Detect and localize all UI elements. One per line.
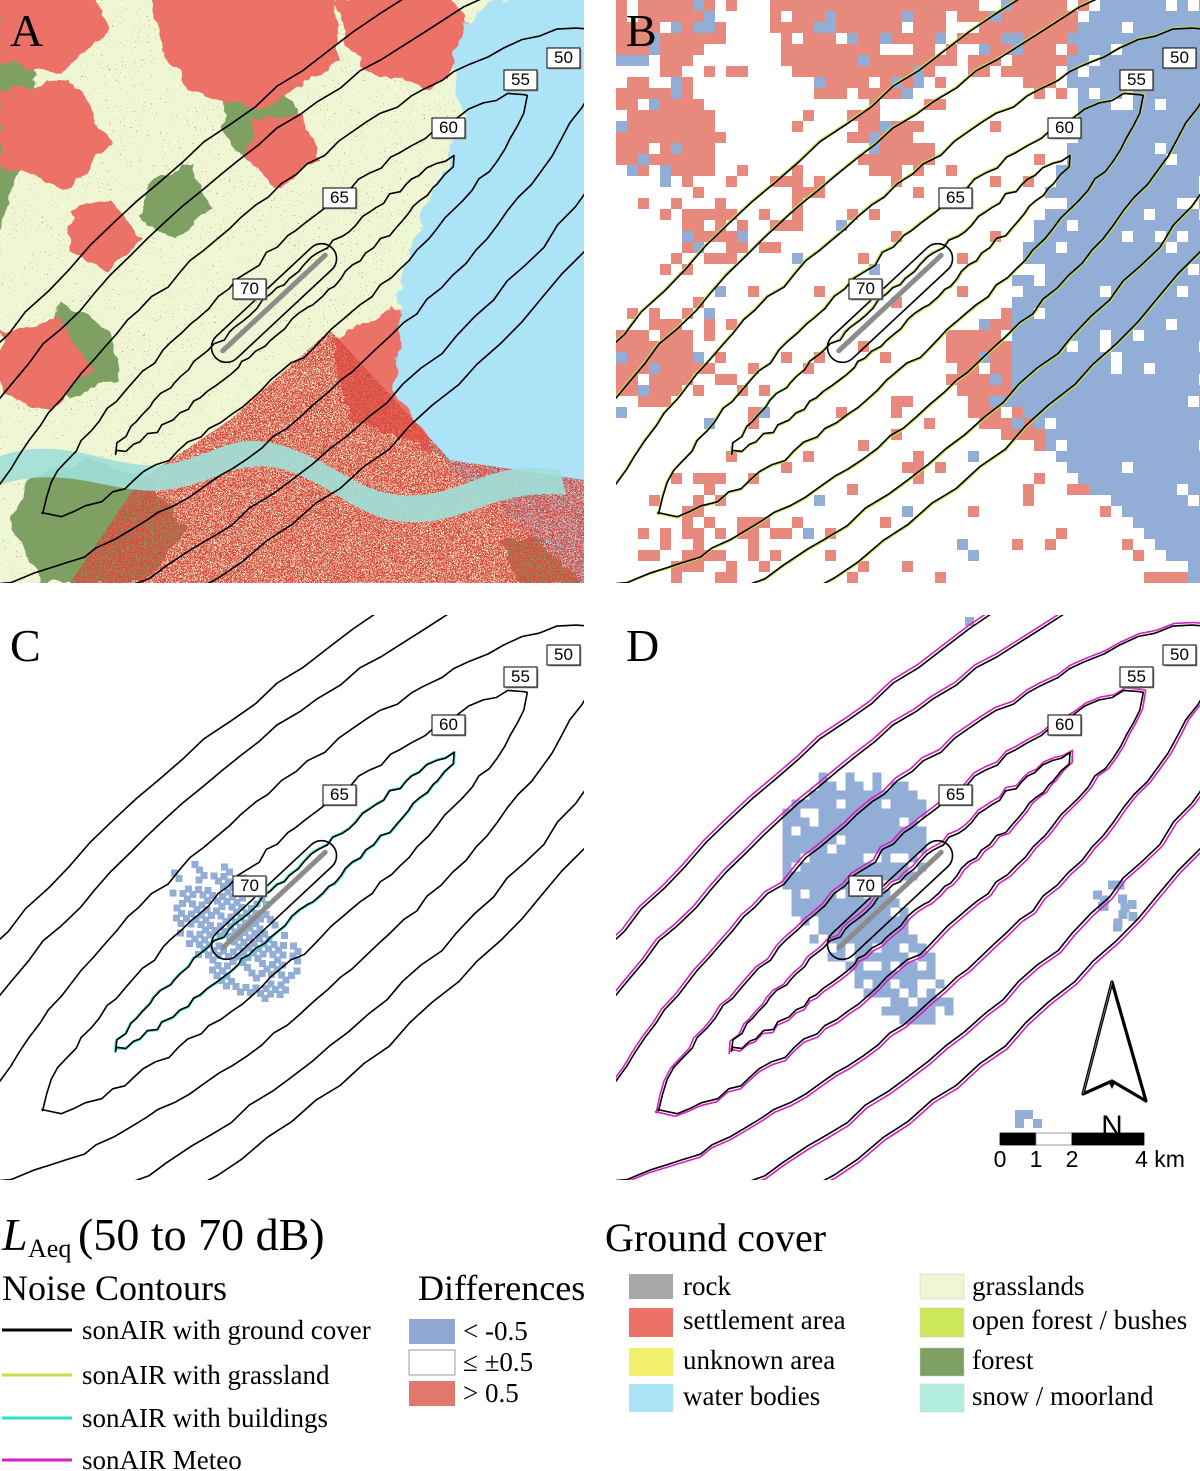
svg-text:60: 60	[439, 715, 458, 734]
svg-text:settlement area: settlement area	[683, 1305, 846, 1335]
svg-text:sonAIR with ground cover: sonAIR with ground cover	[82, 1315, 371, 1345]
svg-text:sonAIR with grassland: sonAIR with grassland	[82, 1360, 330, 1390]
svg-text:0: 0	[994, 1146, 1007, 1172]
svg-text:< -0.5: < -0.5	[463, 1316, 528, 1346]
svg-text:> 0.5: > 0.5	[463, 1378, 519, 1408]
svg-text:4 km: 4 km	[1135, 1146, 1185, 1172]
svg-text:Noise Contours: Noise Contours	[2, 1268, 227, 1308]
svg-text:unknown area: unknown area	[683, 1345, 835, 1375]
svg-text:grasslands: grasslands	[972, 1271, 1084, 1301]
svg-text:2: 2	[1066, 1146, 1079, 1172]
svg-text:Ground cover: Ground cover	[605, 1215, 826, 1260]
svg-text:70: 70	[856, 279, 875, 298]
svg-text:60: 60	[1055, 715, 1074, 734]
svg-text:65: 65	[946, 188, 965, 207]
svg-text:B: B	[626, 5, 657, 56]
svg-text:55: 55	[511, 667, 530, 686]
svg-text:70: 70	[856, 876, 875, 895]
svg-text:50: 50	[554, 645, 573, 664]
svg-text:Aeq: Aeq	[28, 1234, 71, 1263]
svg-text:snow / moorland: snow / moorland	[972, 1381, 1154, 1411]
svg-text:(50 to 70 dB): (50 to 70 dB)	[78, 1209, 325, 1260]
svg-text:60: 60	[439, 118, 458, 137]
svg-text:1: 1	[1030, 1146, 1043, 1172]
svg-text:65: 65	[330, 785, 349, 804]
svg-text:55: 55	[1127, 667, 1146, 686]
svg-text:65: 65	[330, 188, 349, 207]
svg-text:60: 60	[1055, 118, 1074, 137]
svg-text:55: 55	[1127, 70, 1146, 89]
svg-text:A: A	[10, 5, 43, 56]
svg-text:rock: rock	[683, 1271, 731, 1301]
svg-text:water bodies: water bodies	[683, 1381, 820, 1411]
svg-text:Differences: Differences	[418, 1268, 585, 1308]
svg-text:55: 55	[511, 70, 530, 89]
svg-text:50: 50	[554, 48, 573, 67]
svg-text:50: 50	[1170, 645, 1189, 664]
svg-text:L: L	[1, 1209, 28, 1260]
svg-text:70: 70	[240, 279, 259, 298]
svg-text:70: 70	[240, 876, 259, 895]
svg-text:50: 50	[1170, 48, 1189, 67]
svg-text:65: 65	[946, 785, 965, 804]
svg-text:sonAIR Meteo: sonAIR Meteo	[82, 1445, 242, 1471]
svg-text:forest: forest	[972, 1345, 1034, 1375]
svg-text:open forest / bushes: open forest / bushes	[972, 1305, 1187, 1335]
svg-text:C: C	[10, 620, 41, 671]
svg-text:sonAIR with buildings: sonAIR with buildings	[82, 1403, 328, 1433]
svg-text:D: D	[626, 620, 659, 671]
svg-text:≤ ±0.5: ≤ ±0.5	[463, 1347, 533, 1377]
